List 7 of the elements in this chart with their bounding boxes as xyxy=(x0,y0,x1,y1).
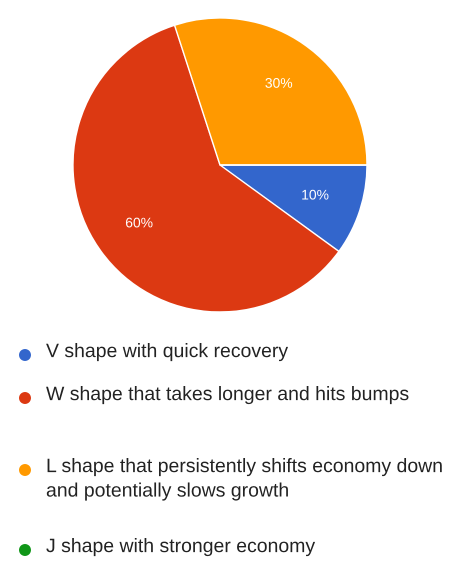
legend-label: J shape with stronger economy xyxy=(46,538,316,556)
legend-label: V shape with quick recovery xyxy=(46,343,288,362)
legend-label: W shape that takes longer and hits bumps xyxy=(46,386,408,404)
data-label: 60% xyxy=(126,218,153,228)
legend-label: L shape that persistently shifts economy down and potentially slows growth xyxy=(46,458,442,501)
data-label: 10% xyxy=(302,190,328,200)
data-label: 30% xyxy=(265,78,292,88)
